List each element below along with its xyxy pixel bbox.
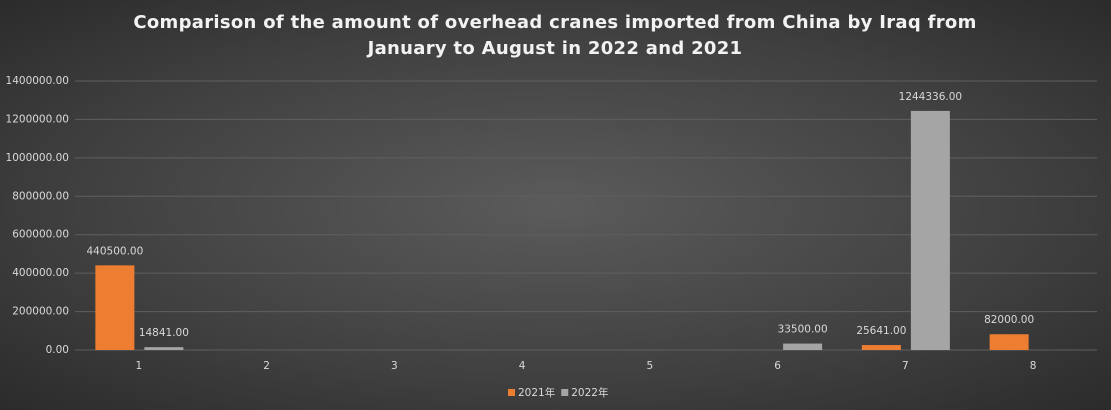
bar: [910, 110, 950, 350]
y-tick-label: 800000.00: [12, 190, 69, 202]
value-label: 33500.00: [778, 324, 828, 336]
x-tick-label: 1: [136, 360, 143, 372]
bar: [783, 343, 823, 350]
value-label: 440500.00: [86, 245, 143, 257]
legend-label: 2021年: [518, 386, 555, 399]
value-label: 82000.00: [984, 314, 1034, 326]
legend-swatch: [508, 389, 515, 396]
y-tick-label: 400000.00: [12, 267, 69, 279]
y-tick-label: 600000.00: [12, 229, 69, 241]
chart-title: Comparison of the amount of overhead cra…: [133, 12, 977, 59]
legend-label: 2022年: [571, 386, 608, 399]
bar: [861, 345, 901, 350]
x-tick-label: 4: [519, 360, 526, 372]
bar: [989, 334, 1029, 350]
y-tick-label: 1200000.00: [6, 113, 69, 125]
bar: [95, 265, 135, 350]
value-label: 14841.00: [139, 327, 189, 339]
y-tick-label: 1000000.00: [6, 152, 69, 164]
x-tick-label: 2: [263, 360, 270, 372]
x-tick-label: 3: [391, 360, 398, 372]
y-tick-label: 1400000.00: [6, 75, 69, 87]
x-tick-label: 8: [1030, 360, 1037, 372]
value-label: 1244336.00: [899, 91, 962, 103]
bar: [144, 347, 184, 350]
y-tick-label: 200000.00: [12, 306, 69, 318]
legend-swatch: [561, 389, 569, 396]
x-tick-label: 5: [647, 360, 654, 372]
y-tick-label: 0.00: [46, 344, 69, 356]
x-tick-label: 6: [774, 360, 781, 372]
value-label: 25641.00: [856, 325, 906, 337]
x-tick-label: 7: [902, 360, 909, 372]
